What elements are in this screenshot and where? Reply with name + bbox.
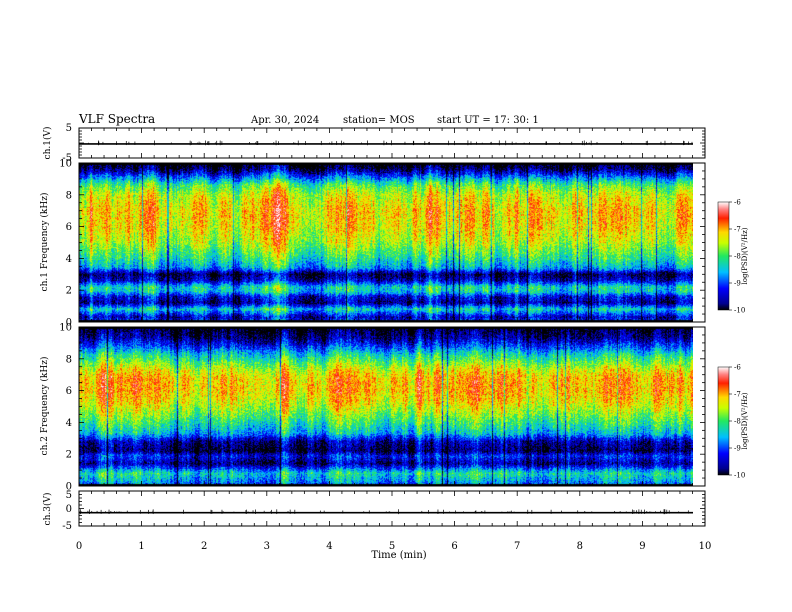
ch3-ytick-neg5: -5 [62, 521, 72, 532]
colorbar-tick-label: -10 [734, 472, 745, 480]
freq-tick-label: 4 [66, 418, 72, 429]
panel-ch2-spectrogram: 0 2 4 6 8 10 ch.2 Frequency (kHz) [39, 323, 706, 493]
time-tick-labels: 0 1 2 3 4 5 6 7 8 9 10 [76, 541, 712, 552]
time-tick-label: 10 [699, 541, 712, 552]
ch2-ylabel-text: ch.2 Frequency (kHz) [39, 357, 50, 456]
ch2-colorbar-label: log(PSD)(V²/Hz) [741, 392, 749, 449]
colorbar-tick-label: -6 [734, 364, 741, 372]
ch1-colorbar-gradient [717, 201, 730, 311]
freq-tick-label: 6 [66, 386, 72, 397]
panel-ch1-spectrogram: 0 2 4 6 8 10 ch.1 Frequency (kHz) [39, 159, 706, 329]
time-axis-label: Time (min) [371, 550, 426, 561]
ch2-colorbar: -6 -7 -8 -9 -10 log(PSD)(V²/Hz) [717, 364, 749, 480]
ch2-channel-label: ch.2 Frequency (kHz) [39, 357, 50, 456]
ch1-voltage-ylabel: ch.1(V) [42, 127, 53, 160]
time-tick-label: 0 [76, 541, 82, 552]
time-tick-label: 5 [389, 541, 395, 552]
ch1-colorbar-label: log(PSD)(V²/Hz) [741, 227, 749, 284]
ch1-freq-tick-labels: 0 2 4 6 8 10 [59, 159, 72, 329]
ch3-ytick-5: 5 [66, 490, 72, 501]
ch1-ytick-5: 5 [66, 123, 72, 134]
ch1-ylabel-text: ch.1 Frequency (kHz) [39, 193, 50, 292]
figure-title: VLF Spectra [78, 112, 155, 126]
ch1-ytick-neg5: -5 [62, 153, 72, 164]
time-tick-label: 4 [326, 541, 332, 552]
freq-tick-label: 10 [59, 159, 72, 170]
station-label: station= MOS [343, 115, 415, 126]
colorbar-tick-label: -6 [734, 199, 741, 207]
ch3-voltage-ticks [78, 490, 706, 527]
ch1-spectrogram-image [79, 163, 693, 322]
freq-tick-label: 4 [66, 254, 72, 265]
ch1-spectrogram-ticks [78, 162, 706, 323]
colorbar-tick-label: -9 [734, 280, 741, 288]
panel-ch3-voltage: 5 0 -5 ch.3(V) 0 1 2 3 4 5 6 7 8 9 10 Time (min) [42, 490, 711, 561]
time-tick-label: 2 [201, 541, 207, 552]
freq-tick-label: 0 [66, 482, 72, 493]
time-tick-label: 7 [514, 541, 520, 552]
colorbar-tick-label: -9 [734, 445, 741, 453]
freq-tick-label: 8 [66, 354, 72, 365]
start-time-label: start UT = 17: 30: 1 [437, 115, 539, 126]
ch2-spectrogram-ticks [78, 326, 706, 487]
time-tick-label: 1 [138, 541, 144, 552]
colorbar-tick-label: -7 [734, 391, 741, 399]
freq-tick-label: 2 [66, 450, 72, 461]
ch1-channel-label: ch.1 Frequency (kHz) [39, 193, 50, 292]
ch3-ytick-0: 0 [66, 504, 72, 515]
colorbar-tick-label: -10 [734, 307, 745, 315]
colorbar-tick-label: -7 [734, 226, 741, 234]
colorbar-tick-label: -8 [734, 418, 741, 426]
ch2-spectrogram-image [79, 327, 693, 486]
freq-tick-label: 8 [66, 190, 72, 201]
colorbar-tick-label: -8 [734, 253, 741, 261]
freq-tick-label: 0 [66, 318, 72, 329]
ch3-voltage-frame [78, 490, 706, 527]
ch1-voltage-trace [78, 140, 693, 146]
ch1-colorbar: -6 -7 -8 -9 -10 log(PSD)(V²/Hz) [717, 199, 749, 315]
ch2-colorbar-gradient [717, 366, 730, 476]
ch2-freq-tick-labels: 0 2 4 6 8 10 [59, 323, 72, 493]
ch3-voltage-ylabel: ch.3(V) [42, 493, 53, 526]
freq-tick-label: 10 [59, 323, 72, 334]
panel-ch1-voltage: 5 -5 ch.1(V) [42, 123, 706, 164]
ch1-colorbar-ticks: -6 -7 -8 -9 -10 [729, 199, 745, 315]
time-tick-label: 3 [264, 541, 270, 552]
time-tick-label: 9 [639, 541, 645, 552]
ch3-voltage-trace [79, 509, 693, 515]
freq-tick-label: 2 [66, 286, 72, 297]
freq-tick-label: 6 [66, 222, 72, 233]
time-tick-label: 6 [451, 541, 457, 552]
ch1-voltage-ticks [78, 127, 706, 159]
date-label: Apr. 30, 2024 [250, 115, 319, 126]
ch2-colorbar-ticks: -6 -7 -8 -9 -10 [729, 364, 745, 480]
time-tick-label: 8 [577, 541, 583, 552]
